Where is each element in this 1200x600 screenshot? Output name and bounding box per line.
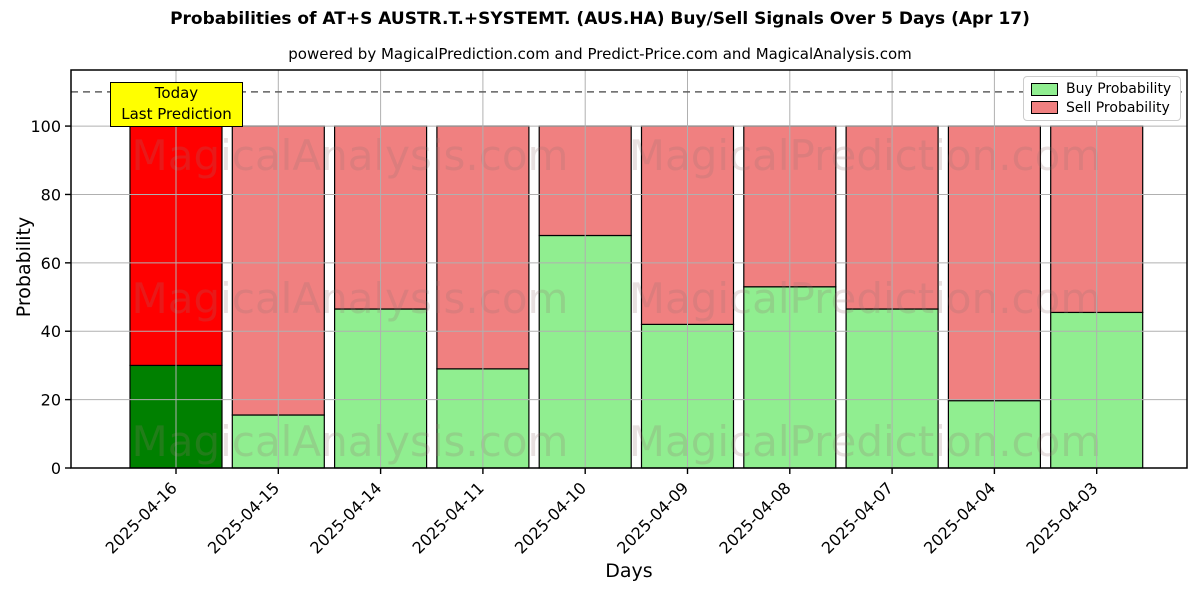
legend-label-buy: Buy Probability	[1066, 81, 1172, 98]
y-tick-label-60: 60	[41, 254, 61, 273]
axes-border	[70, 69, 1188, 469]
x-tick-label-2025-04-08: 2025-04-08	[715, 478, 794, 557]
y-tick-label-40: 40	[41, 322, 61, 341]
legend-entry-buy: Buy Probability	[1031, 81, 1173, 97]
x-tick-label-2025-04-07: 2025-04-07	[818, 478, 897, 557]
y-tick-label-100: 100	[30, 117, 61, 136]
x-tick-label-2025-04-04: 2025-04-04	[920, 478, 999, 557]
x-tick-label-2025-04-14: 2025-04-14	[306, 478, 385, 557]
x-tick-label-2025-04-09: 2025-04-09	[613, 478, 692, 557]
sell-probability-swatch-icon	[1031, 101, 1058, 115]
y-axis-label: Probability	[13, 216, 35, 318]
today-last-prediction-annotation: Today Last Prediction	[110, 82, 243, 127]
x-axis-label: Days	[605, 560, 653, 582]
annotation-line-2: Last Prediction	[121, 105, 232, 123]
x-tick-label-2025-04-11: 2025-04-11	[409, 478, 488, 557]
chart-title: Probabilities of AT+S AUSTR.T.+SYSTEMT. …	[170, 9, 1030, 29]
x-tick-label-2025-04-16: 2025-04-16	[102, 478, 181, 557]
watermark-text: MagicalAnalysis.com	[132, 274, 569, 323]
chart-subtitle: powered by MagicalPrediction.com and Pre…	[288, 45, 912, 63]
x-tick-label-2025-04-15: 2025-04-15	[204, 478, 283, 557]
watermark-text: MagicalPrediction.com	[629, 274, 1102, 323]
watermark-text: MagicalAnalysis.com	[132, 131, 569, 180]
y-tick-label-20: 20	[41, 391, 61, 410]
legend-label-sell: Sell Probability	[1066, 99, 1170, 116]
buy-probability-swatch-icon	[1031, 82, 1058, 96]
watermark-text: MagicalAnalysis.com	[132, 417, 569, 466]
watermark-text: MagicalPrediction.com	[629, 131, 1102, 180]
y-tick-label-0: 0	[51, 459, 61, 478]
annotation-line-1: Today	[154, 84, 199, 102]
legend-entry-sell: Sell Probability	[1031, 100, 1173, 116]
legend: Buy Probability Sell Probability	[1023, 76, 1181, 121]
x-tick-label-2025-04-03: 2025-04-03	[1022, 478, 1101, 557]
x-tick-label-2025-04-10: 2025-04-10	[511, 478, 590, 557]
watermark-text: MagicalPrediction.com	[629, 417, 1102, 466]
y-tick-label-80: 80	[41, 185, 61, 204]
